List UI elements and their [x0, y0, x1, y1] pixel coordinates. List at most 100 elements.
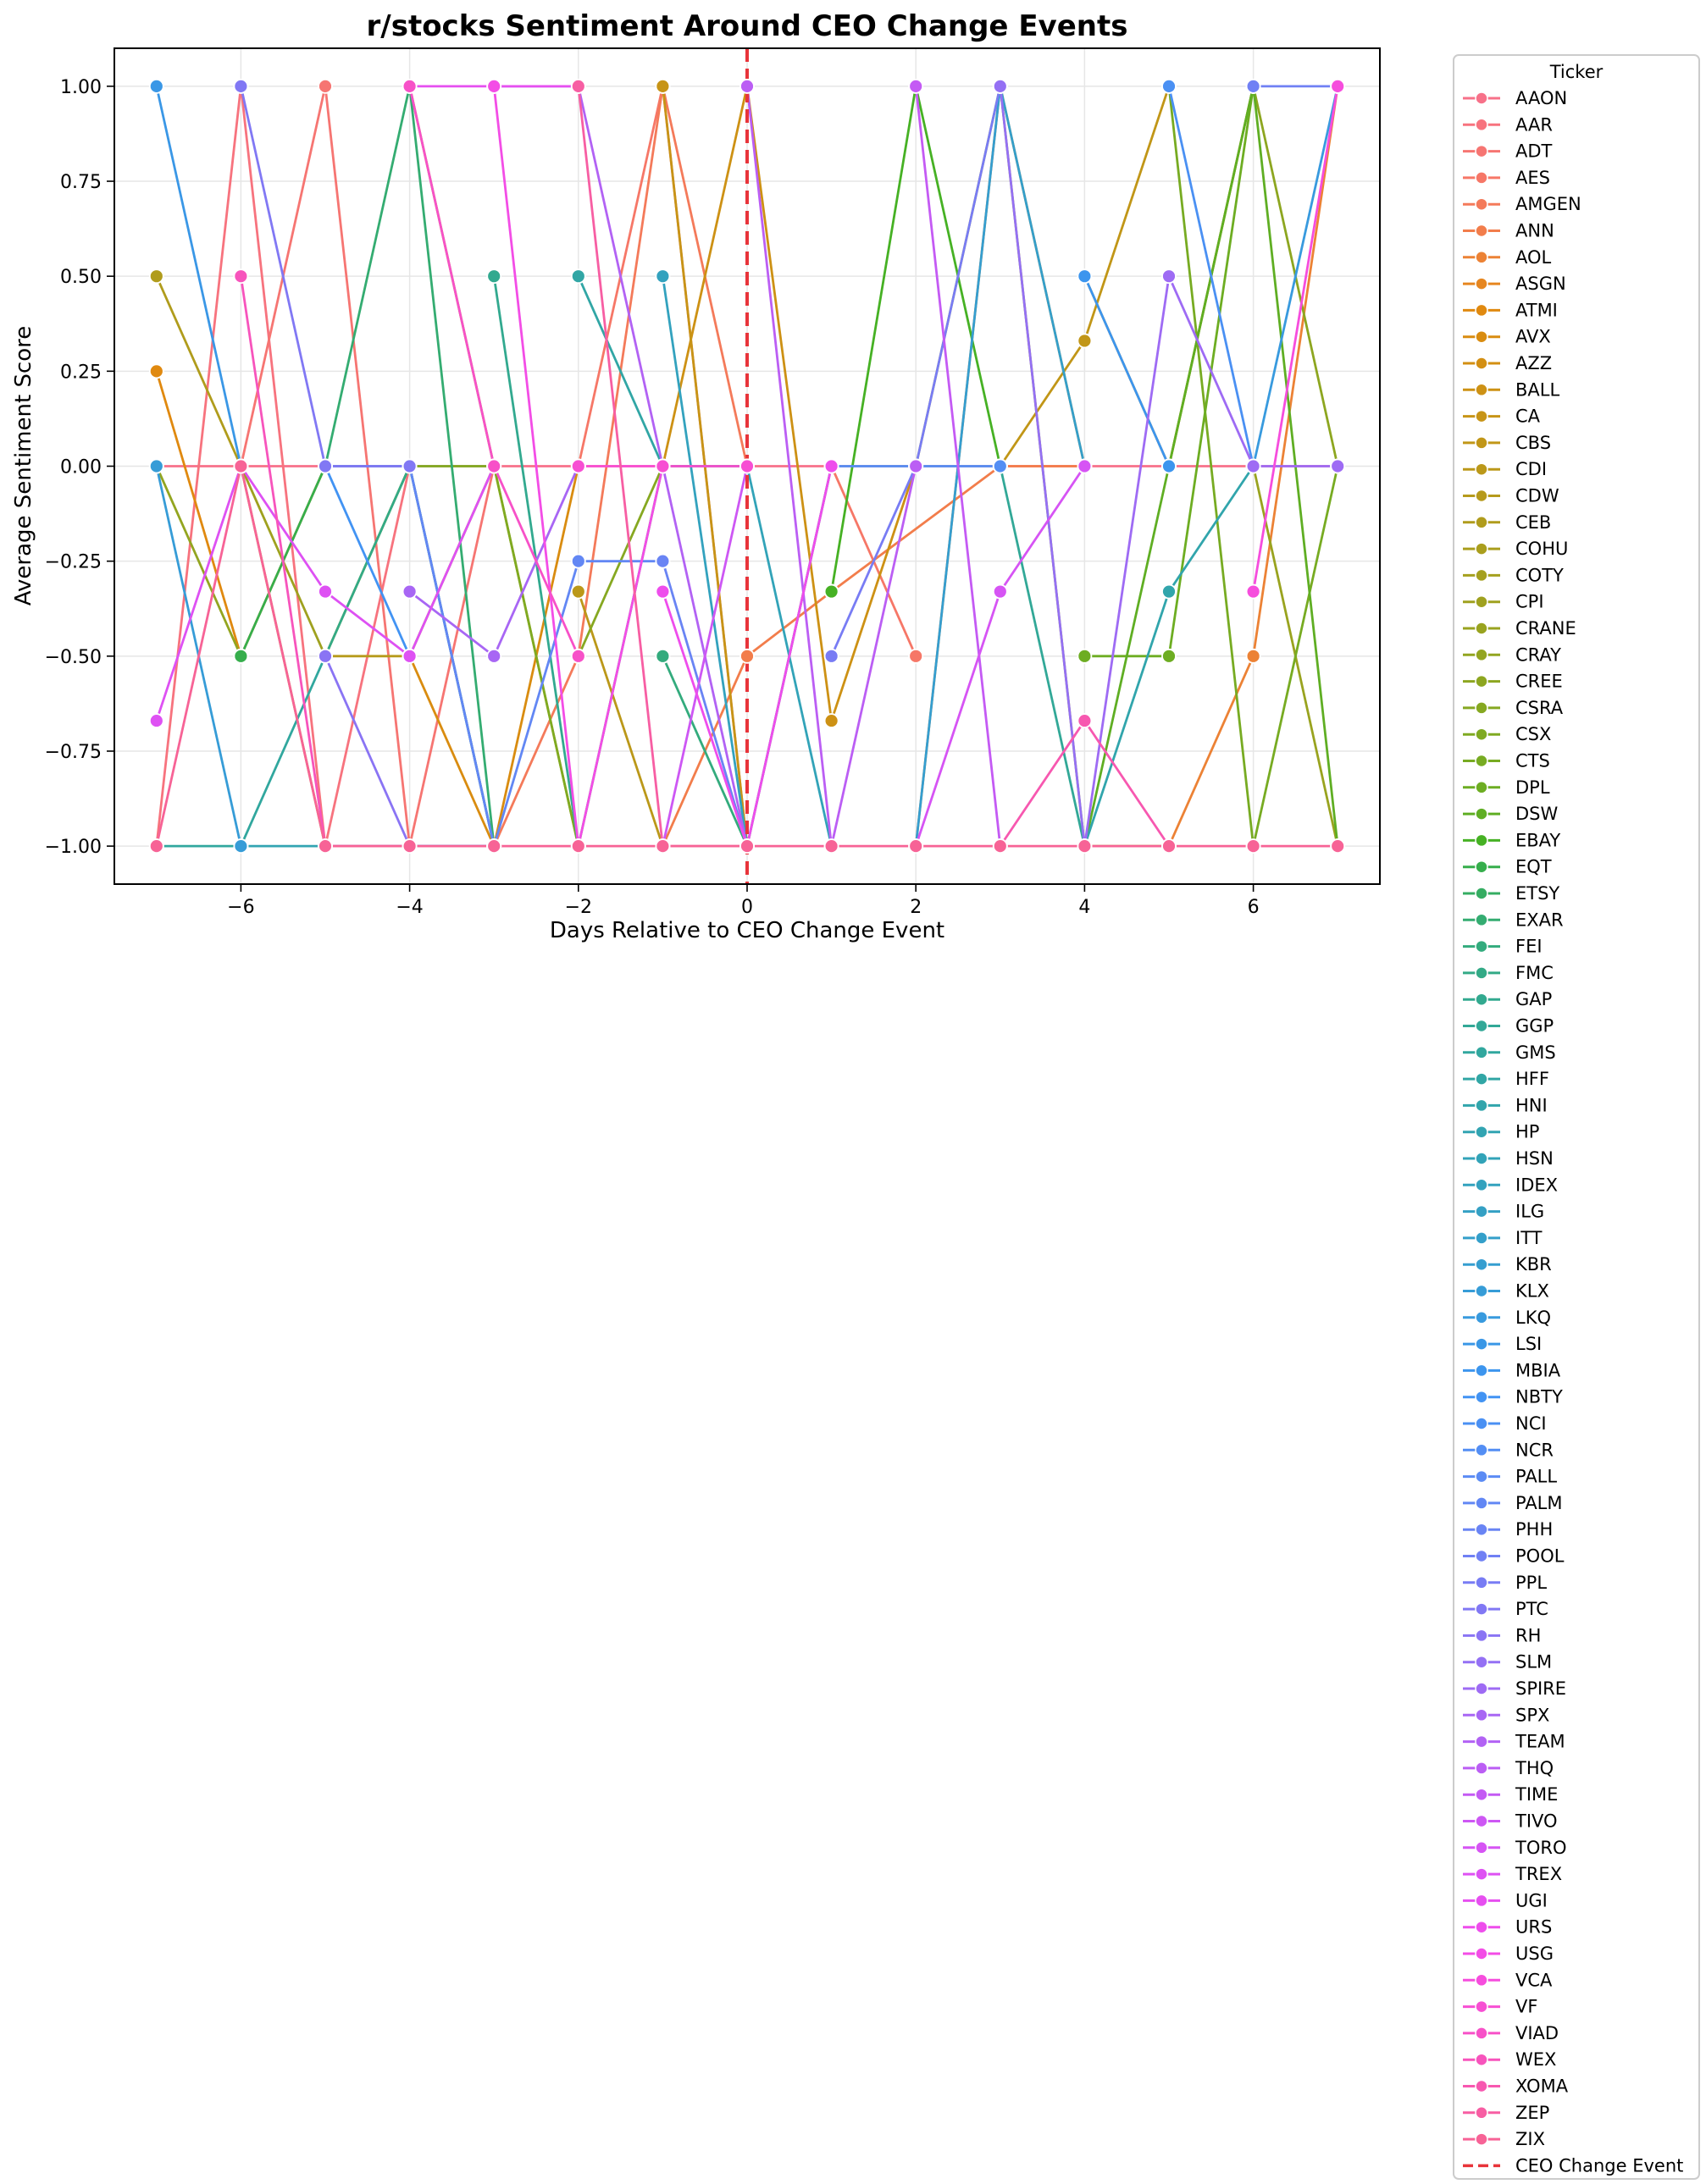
legend-label-hp: HP: [1515, 1122, 1539, 1142]
legend-marker-aes: [1475, 171, 1488, 185]
data-point-klx: [233, 838, 249, 854]
legend-marker-spire: [1475, 1682, 1488, 1695]
data-point-ebay: [823, 583, 839, 600]
legend-marker-adt: [1475, 144, 1488, 158]
data-point-zep: [570, 78, 586, 94]
legend-label-atmi: ATMI: [1515, 300, 1558, 320]
legend-marker-ptc: [1475, 1602, 1488, 1616]
data-point-time: [908, 78, 924, 94]
data-point-vf: [570, 458, 586, 474]
data-point-rh: [318, 648, 333, 664]
legend-marker-dpl: [1475, 781, 1488, 794]
series-line-cray: [155, 465, 242, 657]
legend-title: Ticker: [1549, 62, 1604, 82]
legend-marker-cdi: [1475, 462, 1488, 476]
legend-label-vf: VF: [1515, 1997, 1537, 2017]
legend-marker-amgen: [1475, 197, 1488, 211]
legend: Ticker AAONAARADTAESAMGENANNAOLASGNATMIA…: [1453, 54, 1700, 2180]
data-point-spx: [486, 648, 502, 664]
legend-label-pool: POOL: [1515, 1546, 1565, 1567]
legend-label-ann: ANN: [1515, 221, 1554, 241]
legend-marker-cohu: [1475, 542, 1488, 556]
series-line-itt: [999, 86, 1086, 467]
legend-label-palm: PALM: [1515, 1493, 1563, 1513]
data-point-mbia: [1161, 458, 1177, 474]
legend-marker-pool: [1475, 1549, 1488, 1563]
data-point-zix: [823, 838, 839, 854]
data-point-gap: [486, 268, 502, 285]
series-line-vca: [1252, 86, 1339, 592]
legend-label-aol: AOL: [1515, 247, 1552, 268]
legend-marker-palm: [1475, 1496, 1488, 1510]
legend-label-aes: AES: [1515, 168, 1550, 188]
legend-marker-csra: [1475, 701, 1488, 715]
legend-marker-trex: [1475, 1867, 1488, 1881]
legend-label-nbty: NBTY: [1515, 1387, 1563, 1407]
data-point-ball: [823, 713, 839, 728]
y-tick-label: −1.00: [45, 837, 102, 858]
series-line-lsi: [155, 86, 242, 467]
legend-marker-urs: [1475, 1920, 1488, 1934]
data-point-zix: [1245, 838, 1261, 854]
series-line-fei: [662, 655, 749, 847]
legend-label-viad: VIAD: [1515, 2023, 1559, 2043]
legend-marker-toro: [1475, 1841, 1488, 1855]
legend-label-cohu: COHU: [1515, 539, 1568, 559]
legend-label-cts: CTS: [1515, 751, 1550, 771]
series-line-lkq: [1252, 86, 1339, 467]
series-line-ggp: [999, 466, 1086, 847]
legend-label-team: TEAM: [1515, 1732, 1565, 1752]
legend-marker-ugi: [1475, 1894, 1488, 1908]
data-point-zix: [318, 838, 333, 854]
legend-marker-slm: [1475, 1655, 1488, 1669]
legend-marker-kbr: [1475, 1258, 1488, 1271]
data-point-ptc: [318, 458, 333, 474]
legend-label-pall: PALL: [1515, 1467, 1557, 1487]
data-point-klx: [148, 458, 164, 474]
legend-marker-zix: [1475, 2132, 1488, 2146]
y-tick-label: −0.75: [45, 742, 102, 763]
legend-marker-ceb: [1475, 516, 1488, 529]
legend-marker-cpi: [1475, 594, 1488, 609]
legend-marker-thq: [1475, 1761, 1488, 1775]
series-line-nci: [1167, 86, 1255, 467]
legend-label-cray: CRAY: [1515, 644, 1561, 665]
legend-label-vca: VCA: [1515, 1970, 1553, 1990]
data-point-zix: [233, 458, 249, 474]
y-tick-label: 1.00: [60, 77, 102, 98]
data-point-vf: [655, 458, 671, 474]
legend-label-cree: CREE: [1515, 672, 1563, 692]
data-point-ceb: [148, 268, 164, 285]
legend-marker-cdw: [1475, 489, 1488, 503]
legend-label-gms: GMS: [1515, 1042, 1556, 1063]
legend-marker-time: [1475, 1788, 1488, 1801]
legend-marker-xoma: [1475, 2079, 1488, 2093]
legend-label-klx: KLX: [1515, 1281, 1549, 1302]
data-point-vf: [739, 458, 755, 474]
legend-label-dpl: DPL: [1515, 777, 1550, 798]
x-tick-label: −6: [227, 897, 254, 918]
data-point-spire: [1245, 458, 1261, 474]
legend-label-toro: TORO: [1515, 1838, 1566, 1858]
data-point-trex: [148, 713, 164, 728]
y-tick-label: −0.50: [45, 647, 102, 668]
legend-label-hsn: HSN: [1515, 1148, 1554, 1169]
legend-label-aaon: AAON: [1515, 88, 1567, 108]
legend-label-ggp: GGP: [1515, 1016, 1554, 1037]
data-point-viad: [570, 648, 586, 664]
legend-marker-nci: [1475, 1417, 1488, 1430]
legend-label-xoma: XOMA: [1515, 2076, 1569, 2097]
data-point-idex: [655, 268, 671, 285]
legend-label-dsw: DSW: [1515, 804, 1559, 824]
legend-label-exar: EXAR: [1515, 910, 1564, 930]
axis-ticks: −6 −4 −2 0 2 4 6 −1.00 −0.75 −0.50 −0.25 0.00 0.25 0.…: [45, 77, 1260, 918]
data-point-atmi: [148, 363, 164, 379]
x-axis-label: Days Relative to CEO Change Event: [550, 918, 944, 943]
legend-label-aar: AAR: [1515, 114, 1553, 135]
legend-marker-etsy: [1475, 887, 1488, 900]
legend-marker-pall: [1475, 1469, 1488, 1484]
data-point-ptc: [402, 458, 418, 474]
legend-marker-cray: [1475, 648, 1488, 662]
legend-label-urs: URS: [1515, 1917, 1552, 1938]
